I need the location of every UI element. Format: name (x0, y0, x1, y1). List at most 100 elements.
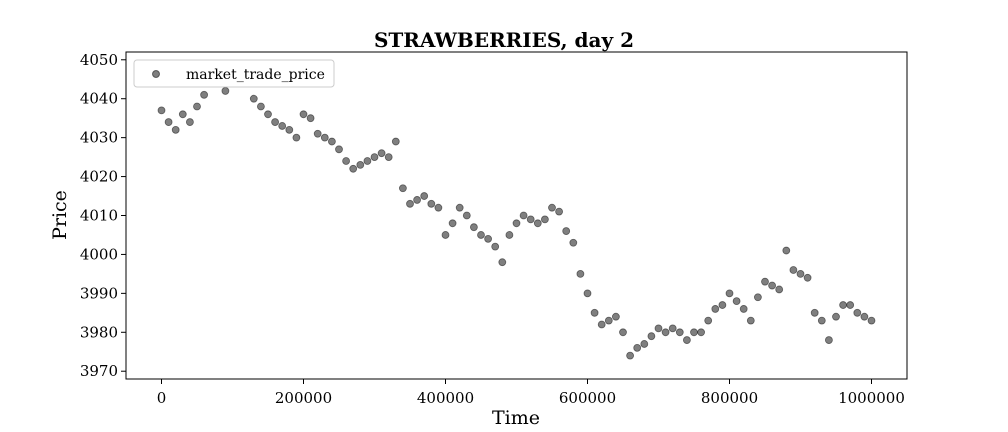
data-point (221, 87, 230, 95)
data-point (867, 316, 876, 325)
data-point (739, 305, 748, 313)
data-point (384, 153, 393, 162)
data-point (256, 102, 265, 111)
data-point (817, 316, 826, 325)
data-point (825, 336, 833, 344)
data-point (498, 258, 507, 267)
data-point (796, 269, 805, 278)
data-point (562, 227, 571, 235)
data-point (370, 153, 379, 162)
data-point (249, 94, 258, 103)
y-tick-label: 4010 (80, 207, 118, 225)
data-point (782, 246, 791, 255)
data-point (654, 324, 663, 333)
x-axis: 0 200000 400000 600000 800000 1000000 (157, 379, 905, 407)
data-point (306, 114, 315, 123)
data-point (391, 137, 400, 146)
data-point (349, 164, 358, 173)
data-point (576, 269, 585, 278)
data-point (810, 308, 819, 317)
data-point (178, 110, 187, 119)
data-point (761, 277, 769, 286)
data-point (725, 289, 734, 298)
x-tick-label: 1000000 (838, 389, 905, 407)
data-point (292, 133, 301, 142)
legend-box (133, 59, 335, 88)
data-point (200, 90, 209, 99)
data-point (512, 219, 521, 228)
data-point (853, 308, 862, 317)
y-tick-label: 3980 (80, 323, 118, 341)
data-point (590, 308, 599, 317)
y-axis-label: Price (49, 190, 71, 240)
plot-frame (125, 51, 908, 380)
data-point (839, 301, 847, 309)
x-tick-label: 0 (157, 389, 167, 407)
data-point (413, 196, 422, 204)
data-point (569, 238, 578, 247)
data-point (278, 122, 287, 130)
data-point (626, 351, 634, 360)
data-point (356, 160, 365, 169)
scatter-points (157, 67, 876, 360)
y-tick-label: 4050 (80, 51, 118, 69)
data-point (491, 242, 500, 251)
data-point (697, 328, 705, 337)
data-point (718, 301, 727, 309)
data-point (313, 129, 322, 138)
y-tick-label: 4040 (80, 90, 118, 108)
data-point (285, 125, 294, 134)
data-point (846, 301, 855, 309)
data-point (455, 203, 464, 212)
data-point (860, 312, 869, 321)
data-point (320, 133, 329, 142)
data-point (505, 231, 514, 239)
data-point (526, 215, 535, 224)
data-point (193, 102, 201, 111)
y-tick-label: 4000 (80, 245, 118, 263)
y-axis: 3970 3980 3990 4000 4010 4020 4030 4040 4050 (80, 51, 126, 380)
data-point (398, 184, 407, 193)
data-point (342, 157, 351, 165)
data-point (171, 125, 180, 134)
data-point (406, 199, 414, 208)
data-point (711, 305, 720, 313)
x-tick-label: 800000 (701, 389, 758, 407)
data-point (533, 219, 542, 228)
data-point (604, 316, 613, 325)
data-point (555, 207, 563, 216)
data-point (803, 273, 812, 282)
data-point (271, 118, 280, 126)
data-point (675, 328, 684, 337)
data-point (519, 211, 528, 220)
data-point (441, 231, 450, 239)
x-axis-label: Time (492, 407, 540, 429)
data-point (832, 312, 840, 321)
chart-title: STRAWBERRIES, day 2 (374, 28, 634, 52)
y-tick-label: 4020 (80, 168, 118, 186)
data-point (704, 316, 713, 325)
data-point (185, 118, 194, 126)
data-point (363, 157, 372, 165)
data-point (264, 110, 272, 119)
data-point (789, 266, 798, 274)
y-tick-label: 3990 (80, 284, 118, 302)
legend-marker (152, 70, 160, 78)
data-point (732, 297, 741, 306)
data-point (597, 320, 606, 329)
data-point (541, 215, 549, 224)
data-point (299, 110, 308, 119)
data-point (548, 203, 556, 212)
data-point (469, 223, 478, 232)
x-tick-label: 600000 (559, 389, 616, 407)
y-tick-label: 4030 (80, 129, 118, 147)
data-point (327, 137, 336, 146)
data-point (768, 281, 776, 290)
data-point (427, 199, 436, 208)
legend: market_trade_price (133, 59, 335, 88)
data-point (583, 289, 592, 298)
data-point (746, 316, 755, 325)
data-point (477, 231, 485, 239)
data-point (647, 332, 656, 341)
